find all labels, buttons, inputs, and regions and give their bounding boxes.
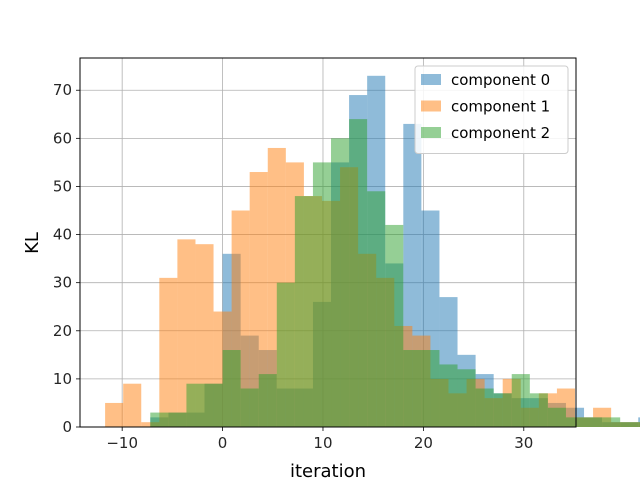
x-axis-label: iteration [290, 461, 366, 480]
legend-label: component 2 [451, 124, 550, 142]
histogram-bar [620, 422, 639, 427]
y-axis-ticks: 0 10 20 30 40 50 60 70 [53, 81, 80, 436]
histogram-bar [403, 350, 422, 427]
histogram-bar [276, 282, 295, 427]
histogram-bar [457, 369, 476, 427]
histogram-bar [312, 162, 332, 428]
histogram-bar [159, 277, 178, 427]
histogram-bar [177, 239, 196, 427]
y-tick-label: 10 [53, 370, 72, 388]
y-tick-label: 30 [53, 274, 72, 292]
histogram-bar [638, 422, 640, 427]
histogram-bar [258, 374, 277, 427]
histogram-bar [547, 407, 566, 427]
histogram-bar [150, 412, 169, 427]
legend-entry: component 2 [421, 124, 550, 142]
histogram-bar [186, 383, 205, 427]
series-2-bars [150, 119, 640, 428]
legend-entry: component 0 [421, 71, 550, 89]
legend-label: component 1 [451, 98, 550, 116]
x-tick-label: 20 [414, 434, 433, 452]
x-tick-label: 30 [514, 434, 533, 452]
histogram-bar [249, 172, 268, 427]
x-axis-ticks: −10 0 10 20 30 [106, 427, 533, 452]
histogram-bar [367, 191, 386, 427]
histogram-bar [331, 138, 350, 427]
histogram-bar [565, 417, 585, 427]
legend-label: component 0 [451, 71, 550, 89]
histogram-bar [638, 417, 640, 427]
histogram-bar [123, 383, 142, 427]
x-tick-label: 10 [313, 434, 332, 452]
histogram-bar [204, 383, 223, 427]
y-axis-label: KL [22, 232, 43, 254]
histogram-bar [222, 350, 241, 427]
legend: component 0 component 1 component 2 [414, 65, 569, 154]
histogram-bar [195, 244, 214, 427]
histogram-bar [168, 412, 187, 427]
histogram-bar [529, 393, 548, 427]
histogram-bar [475, 388, 494, 427]
histogram-bar [511, 374, 530, 427]
y-tick-label: 40 [53, 226, 72, 244]
y-tick-label: 50 [53, 177, 72, 195]
legend-swatch [421, 100, 441, 112]
histogram-bar [421, 350, 440, 427]
histogram-bar [602, 417, 621, 427]
legend-swatch [421, 127, 441, 138]
x-tick-label: −10 [106, 434, 138, 452]
x-tick-label: 0 [218, 434, 228, 452]
histogram-bar [493, 393, 512, 427]
histogram-bar [294, 196, 313, 427]
y-tick-label: 70 [53, 81, 72, 99]
legend-box [414, 65, 569, 154]
legend-swatch [421, 74, 441, 85]
histogram-bar [105, 402, 124, 427]
histogram-bar [385, 224, 404, 427]
histogram-bars [105, 75, 640, 428]
y-tick-label: 20 [53, 322, 72, 340]
plot-frame [79, 57, 577, 428]
histogram-bar [240, 388, 259, 427]
histogram-bar [439, 364, 458, 427]
legend-entry: component 1 [421, 98, 550, 116]
y-tick-label: 0 [62, 418, 72, 436]
histogram-bar [349, 119, 368, 427]
histogram-bar [584, 417, 603, 427]
y-tick-label: 60 [53, 129, 72, 147]
